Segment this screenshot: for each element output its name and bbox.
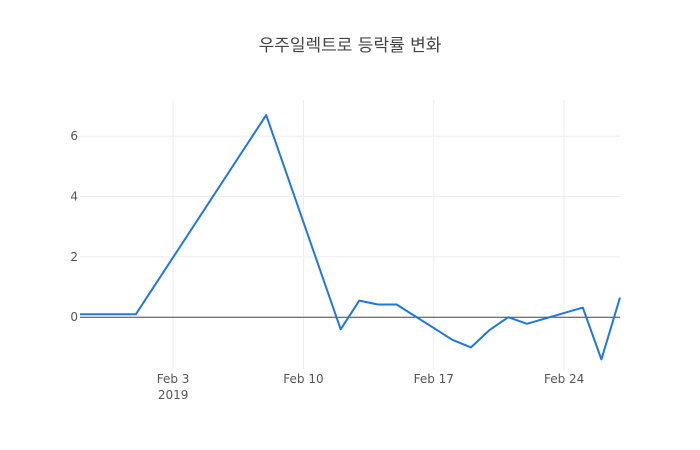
y-tick-label: 2 <box>70 250 78 264</box>
x-tick-sublabel: 2019 <box>158 388 189 402</box>
y-tick-label: 6 <box>70 129 78 143</box>
series-line-layer <box>79 114 621 361</box>
series-line <box>80 114 621 361</box>
chart-title: 우주일렉트로 등락률 변화 <box>258 36 442 56</box>
y-axis-ticks: 0 2 4 6 <box>70 129 78 324</box>
x-tick-label: Feb 3 <box>157 372 190 386</box>
x-tick-label: Feb 24 <box>544 372 584 386</box>
x-tick-label: Feb 17 <box>414 372 454 386</box>
y-tick-label: 0 <box>70 310 78 324</box>
y-tick-label: 4 <box>70 190 78 204</box>
x-axis-ticks: Feb 3 2019 Feb 10 Feb 17 Feb 24 <box>157 372 585 402</box>
grid-lines <box>80 100 620 370</box>
x-tick-label: Feb 10 <box>283 372 323 386</box>
